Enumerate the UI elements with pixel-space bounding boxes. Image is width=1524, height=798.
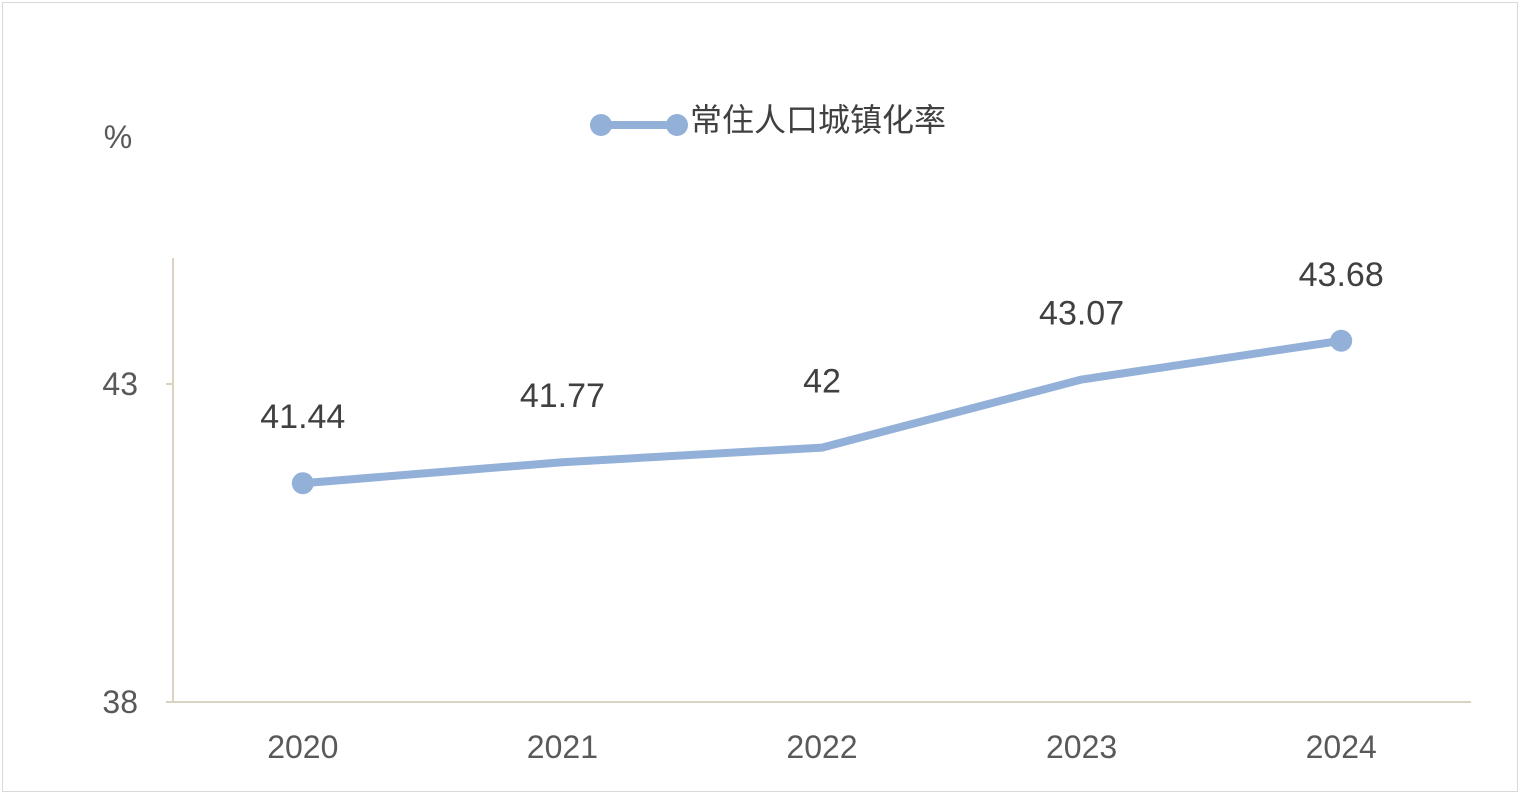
data-label: 42 [803,363,841,401]
series-line-group [291,329,1353,495]
data-label: 43.07 [1039,295,1124,333]
x-tick-label: 2024 [1306,729,1377,765]
series-line [298,336,1346,488]
y-tick-label: 43 [102,366,138,402]
data-label: 41.44 [260,398,345,436]
x-tick-label: 2023 [1046,729,1117,765]
legend: 常住人口城镇化率 [590,101,946,139]
x-ticks: 2020 2021 2022 2023 2024 [267,729,1377,765]
data-labels: 41.44 41.77 42 43.07 43.68 [260,256,1383,436]
data-point-marker [1330,329,1353,352]
y-unit-label: % [104,119,132,155]
legend-marker-left [590,114,612,136]
data-point-marker [291,472,314,495]
x-tick-label: 2021 [527,729,598,765]
y-ticks: 38 43 [102,366,173,720]
data-label: 43.68 [1299,256,1384,294]
y-tick-label: 38 [102,684,138,720]
data-label: 41.77 [520,377,605,415]
x-tick-label: 2020 [267,729,338,765]
legend-entry-label: 常住人口城镇化率 [690,101,946,139]
x-tick-label: 2022 [786,729,857,765]
legend-marker-right [666,114,688,136]
